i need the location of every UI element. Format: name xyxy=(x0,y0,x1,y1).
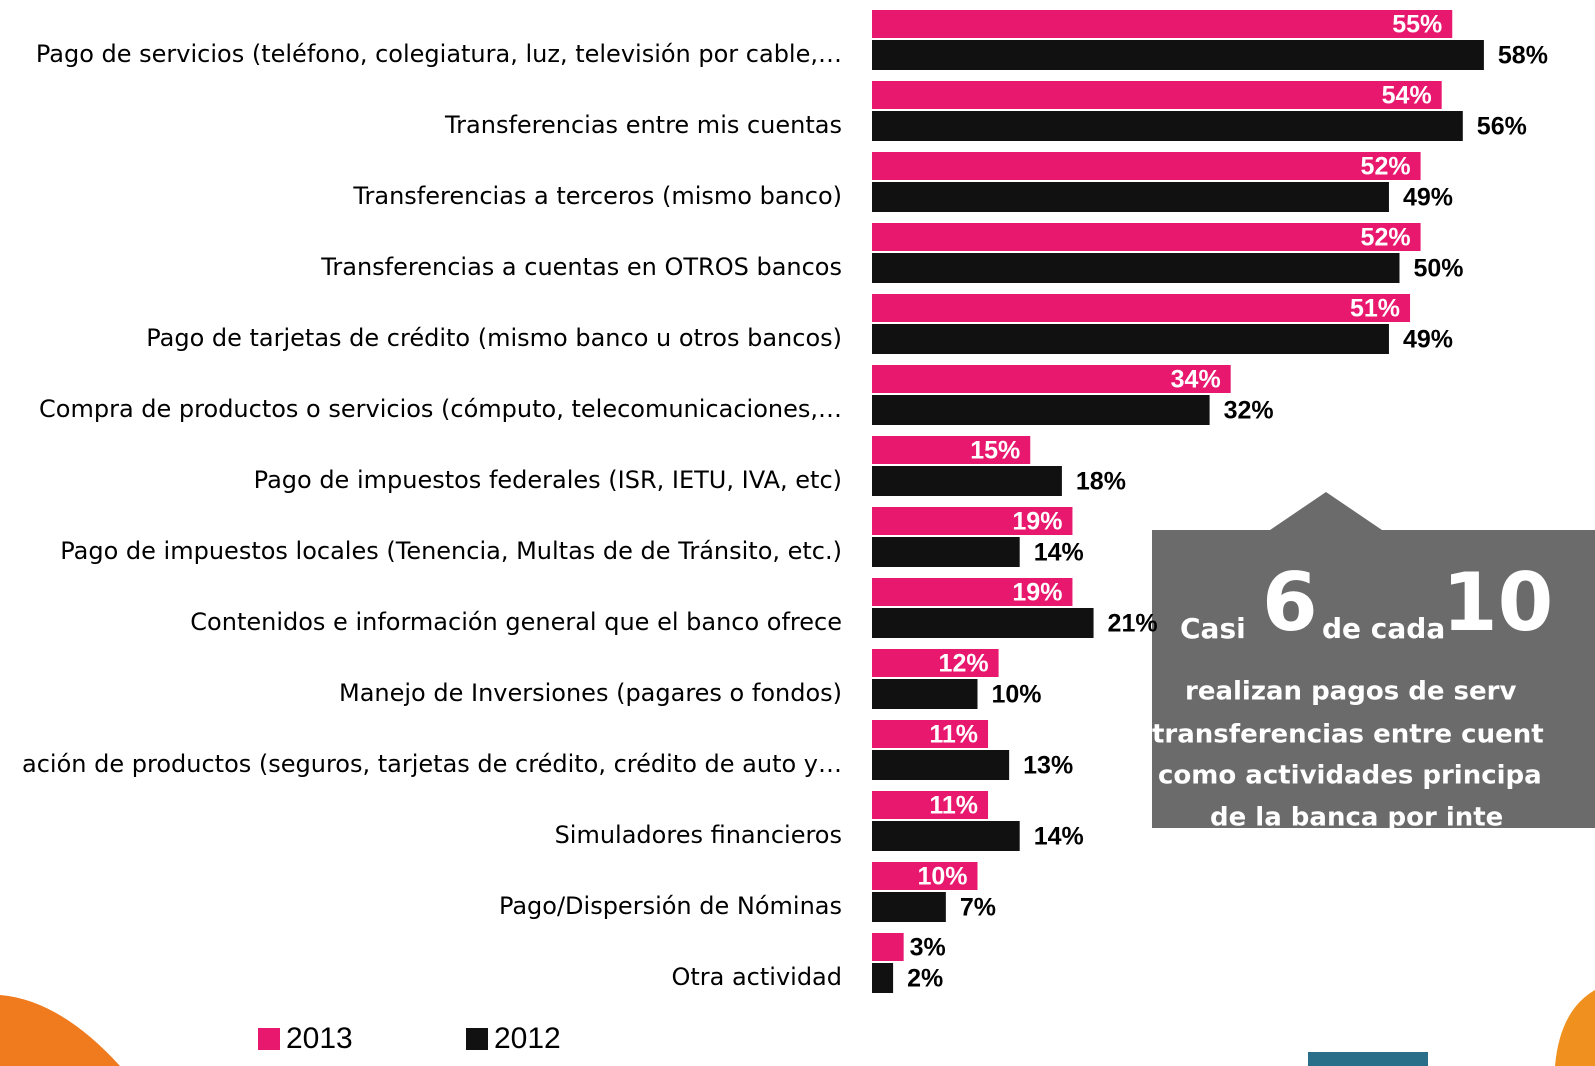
callout-text: de cada xyxy=(1322,612,1445,645)
value-label: 10% xyxy=(992,681,1042,709)
value-label: 49% xyxy=(1403,184,1453,212)
bar xyxy=(872,466,1062,496)
decoration xyxy=(0,995,120,1066)
value-label: 14% xyxy=(1034,823,1084,851)
bar xyxy=(872,223,1421,251)
value-label: 32% xyxy=(1224,397,1274,425)
value-label: 21% xyxy=(1108,610,1158,638)
callout-text: como actividades principa xyxy=(1158,761,1542,791)
decoration xyxy=(1555,990,1595,1066)
category-label: Pago de servicios (teléfono, colegiatura… xyxy=(36,40,842,68)
value-label: 56% xyxy=(1477,113,1527,141)
legend-swatch xyxy=(466,1028,488,1050)
bar xyxy=(872,81,1442,109)
value-label: 52% xyxy=(1361,224,1411,252)
category-label: Pago de impuestos locales (Tenencia, Mul… xyxy=(60,537,842,565)
category-label: Pago/Dispersión de Nóminas xyxy=(499,892,842,920)
value-label: 15% xyxy=(970,437,1020,465)
bar xyxy=(872,40,1484,70)
bar xyxy=(872,294,1410,322)
value-label: 2% xyxy=(907,965,943,993)
value-label: 13% xyxy=(1023,752,1073,780)
value-label: 34% xyxy=(1171,366,1221,394)
value-label: 11% xyxy=(929,792,978,820)
bar xyxy=(872,963,893,993)
value-label: 3% xyxy=(910,934,946,962)
legend-label: 2012 xyxy=(494,1022,561,1055)
category-label: Contenidos e información general que el … xyxy=(190,608,842,636)
bar xyxy=(872,537,1020,567)
legend-swatch xyxy=(258,1028,280,1050)
bar xyxy=(872,152,1421,180)
value-label: 14% xyxy=(1034,539,1084,567)
callout-text: realizan pagos de serv xyxy=(1185,677,1516,707)
value-label: 10% xyxy=(917,863,967,891)
value-label: 55% xyxy=(1392,11,1442,39)
bar xyxy=(872,679,978,709)
callout-text: transferencias entre cuent xyxy=(1152,720,1544,750)
category-label: Compra de productos o servicios (cómputo… xyxy=(39,395,842,423)
value-label: 54% xyxy=(1382,82,1432,110)
category-label: Pago de tarjetas de crédito (mismo banco… xyxy=(146,324,842,352)
bar xyxy=(872,395,1210,425)
value-label: 51% xyxy=(1350,295,1400,323)
category-label: ación de productos (seguros, tarjetas de… xyxy=(22,750,842,778)
bar xyxy=(872,324,1389,354)
page: {"chart_data": {"type": "bar", "orientat… xyxy=(0,0,1595,1066)
callout-text: 6 xyxy=(1262,556,1318,649)
value-label: 18% xyxy=(1076,468,1126,496)
callout-text: 10 xyxy=(1442,556,1553,649)
category-label: Transferencias a cuentas en OTROS bancos xyxy=(320,253,842,281)
category-label: Simuladores financieros xyxy=(555,821,842,849)
value-label: 52% xyxy=(1361,153,1411,181)
category-label: Transferencias a terceros (mismo banco) xyxy=(352,182,842,210)
bar xyxy=(872,111,1463,141)
value-label: 50% xyxy=(1414,255,1464,283)
bar xyxy=(872,608,1094,638)
legend-label: 2013 xyxy=(286,1022,353,1055)
category-label: Otra actividad xyxy=(671,963,842,991)
value-label: 19% xyxy=(1012,508,1062,536)
value-label: 49% xyxy=(1403,326,1453,354)
bar xyxy=(872,253,1400,283)
value-label: 58% xyxy=(1498,42,1548,70)
bar xyxy=(872,182,1389,212)
bar xyxy=(872,10,1452,38)
value-label: 7% xyxy=(960,894,996,922)
category-label: Transferencias entre mis cuentas xyxy=(444,111,842,139)
bar xyxy=(872,821,1020,851)
category-label: Pago de impuestos federales (ISR, IETU, … xyxy=(254,466,842,494)
bar xyxy=(872,750,1009,780)
chart: Casi 6de cada10 realizan pagos de serv tran… xyxy=(0,0,1595,1066)
value-label: 11% xyxy=(929,721,978,749)
category-label: Manejo de Inversiones (pagares o fondos) xyxy=(339,679,842,707)
callout-text: de la banca por inte xyxy=(1210,803,1503,833)
value-label: 19% xyxy=(1012,579,1062,607)
bar xyxy=(872,933,904,961)
value-label: 12% xyxy=(939,650,989,678)
callout-text: Casi xyxy=(1180,612,1246,645)
logo xyxy=(1308,1052,1428,1066)
bar xyxy=(872,892,946,922)
